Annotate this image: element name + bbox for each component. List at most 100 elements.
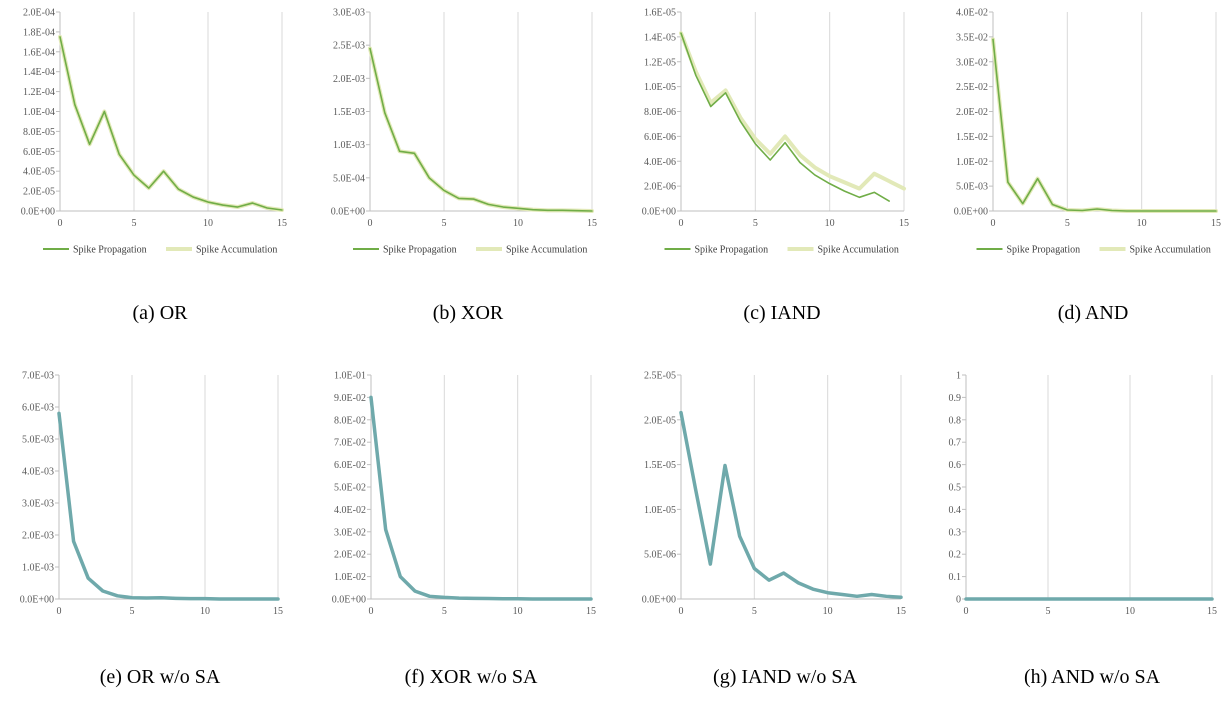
y-tick-label: 0.7 xyxy=(949,438,962,449)
y-tick-label: 2.5E-02 xyxy=(956,82,988,93)
y-tick-label: 2.0E-04 xyxy=(23,8,55,19)
y-tick-label: 1.4E-05 xyxy=(644,32,676,43)
y-tick-label: 1.6E-04 xyxy=(23,47,55,58)
y-tick-label: 2.0E-02 xyxy=(334,550,366,561)
y-tick-label: 3.0E-02 xyxy=(956,57,988,68)
x-tick-label: 0 xyxy=(368,218,373,229)
y-tick-label: 1.5E-03 xyxy=(333,107,365,118)
subfigure-caption: (b) XOR xyxy=(432,302,504,324)
legend-spike-accumulation-label: Spike Accumulation xyxy=(818,245,899,256)
x-tick-label: 0 xyxy=(991,218,996,229)
y-tick-label: 1.6E-05 xyxy=(644,8,676,19)
x-tick-label: 5 xyxy=(130,606,135,617)
y-tick-label: 9.0E-02 xyxy=(334,393,366,404)
y-tick-label: 1.0E-02 xyxy=(956,157,988,168)
x-tick-label: 15 xyxy=(1211,218,1221,229)
y-tick-label: 6.0E-03 xyxy=(22,403,54,414)
x-tick-label: 5 xyxy=(442,218,447,229)
x-tick-label: 10 xyxy=(1137,218,1147,229)
y-tick-label: 0.9 xyxy=(949,393,962,404)
x-tick-label: 15 xyxy=(1207,606,1217,617)
y-tick-label: 6.0E-06 xyxy=(644,132,676,143)
subfigure-caption: (a) OR xyxy=(132,302,188,324)
y-tick-label: 1.0E-05 xyxy=(644,82,676,93)
subfigure-caption: (c) IAND xyxy=(743,302,821,324)
y-tick-label: 0.0E+00 xyxy=(20,595,54,606)
y-tick-label: 7.0E-03 xyxy=(22,371,54,382)
y-tick-label: 1.5E-02 xyxy=(956,132,988,143)
y-tick-label: 1.2E-05 xyxy=(644,57,676,68)
x-tick-label: 0 xyxy=(57,606,62,617)
y-tick-label: 4.0E-02 xyxy=(956,8,988,19)
x-tick-label: 10 xyxy=(513,606,523,617)
x-tick-label: 15 xyxy=(273,606,283,617)
spike-accumulation-line xyxy=(679,31,906,191)
y-tick-label: 4.0E-06 xyxy=(644,157,676,168)
subfigure-caption: (g) IAND w/o SA xyxy=(713,666,857,688)
spike-propagation-line xyxy=(992,38,1217,212)
legend-spike-accumulation-label: Spike Accumulation xyxy=(1130,245,1211,256)
legend-spike-propagation-label: Spike Propagation xyxy=(1007,245,1081,256)
y-tick-label: 0.0E+00 xyxy=(642,207,676,218)
subfigure-caption: (d) AND xyxy=(1057,302,1129,324)
x-tick-label: 10 xyxy=(823,606,833,617)
x-tick-label: 0 xyxy=(369,606,374,617)
series-line xyxy=(369,395,593,601)
x-tick-label: 15 xyxy=(899,218,909,229)
y-tick-label: 0.1 xyxy=(949,572,962,583)
y-tick-label: 6.0E-02 xyxy=(334,460,366,471)
y-tick-label: 4.0E-03 xyxy=(22,467,54,478)
y-tick-label: 1.0E-04 xyxy=(23,107,55,118)
subfigure-caption: (h) AND w/o SA xyxy=(1023,666,1161,688)
y-tick-label: 2.0E-05 xyxy=(23,187,55,198)
x-tick-label: 15 xyxy=(586,606,596,617)
legend-spike-propagation-label: Spike Propagation xyxy=(73,245,147,256)
x-tick-label: 10 xyxy=(825,218,835,229)
y-tick-label: 1.0E-01 xyxy=(334,371,366,382)
legend-spike-propagation-label: Spike Propagation xyxy=(695,245,769,256)
y-tick-label: 2.0E-03 xyxy=(22,531,54,542)
legend-spike-propagation-label: Spike Propagation xyxy=(383,245,457,256)
y-tick-label: 0.0E+00 xyxy=(21,207,55,218)
x-tick-label: 5 xyxy=(752,606,757,617)
y-tick-label: 1 xyxy=(956,371,961,382)
y-tick-label: 1.2E-04 xyxy=(23,87,55,98)
y-tick-label: 1.5E-05 xyxy=(644,460,676,471)
x-tick-label: 15 xyxy=(587,218,597,229)
x-tick-label: 0 xyxy=(679,218,684,229)
y-tick-label: 2.0E-06 xyxy=(644,182,676,193)
y-tick-label: 5.0E-04 xyxy=(333,173,365,184)
y-tick-label: 0.0E+00 xyxy=(332,595,366,606)
y-tick-label: 2.0E-02 xyxy=(956,107,988,118)
y-tick-label: 3.0E-02 xyxy=(334,527,366,538)
y-tick-label: 7.0E-02 xyxy=(334,438,366,449)
x-tick-label: 5 xyxy=(132,218,137,229)
x-tick-label: 10 xyxy=(203,218,213,229)
x-tick-label: 5 xyxy=(1065,218,1070,229)
x-tick-label: 5 xyxy=(1046,606,1051,617)
spike-propagation-line xyxy=(369,47,593,212)
x-tick-label: 0 xyxy=(964,606,969,617)
y-tick-label: 3.0E-03 xyxy=(333,8,365,19)
y-tick-label: 2.0E-05 xyxy=(644,415,676,426)
x-tick-label: 10 xyxy=(1125,606,1135,617)
subfigure-caption: (e) OR w/o SA xyxy=(99,666,221,688)
y-tick-label: 3.5E-02 xyxy=(956,32,988,43)
y-tick-label: 6.0E-05 xyxy=(23,147,55,158)
y-tick-label: 4.0E-05 xyxy=(23,167,55,178)
legend-spike-accumulation-label: Spike Accumulation xyxy=(506,245,587,256)
x-tick-label: 5 xyxy=(442,606,447,617)
y-tick-label: 0.0E+00 xyxy=(642,595,676,606)
y-tick-label: 2.5E-05 xyxy=(644,371,676,382)
y-tick-label: 1.0E-05 xyxy=(644,505,676,516)
y-tick-label: 1.0E-03 xyxy=(333,140,365,151)
y-tick-label: 0.6 xyxy=(949,460,962,471)
y-tick-label: 0.8 xyxy=(949,415,962,426)
y-tick-label: 8.0E-05 xyxy=(23,127,55,138)
x-tick-label: 5 xyxy=(753,218,758,229)
